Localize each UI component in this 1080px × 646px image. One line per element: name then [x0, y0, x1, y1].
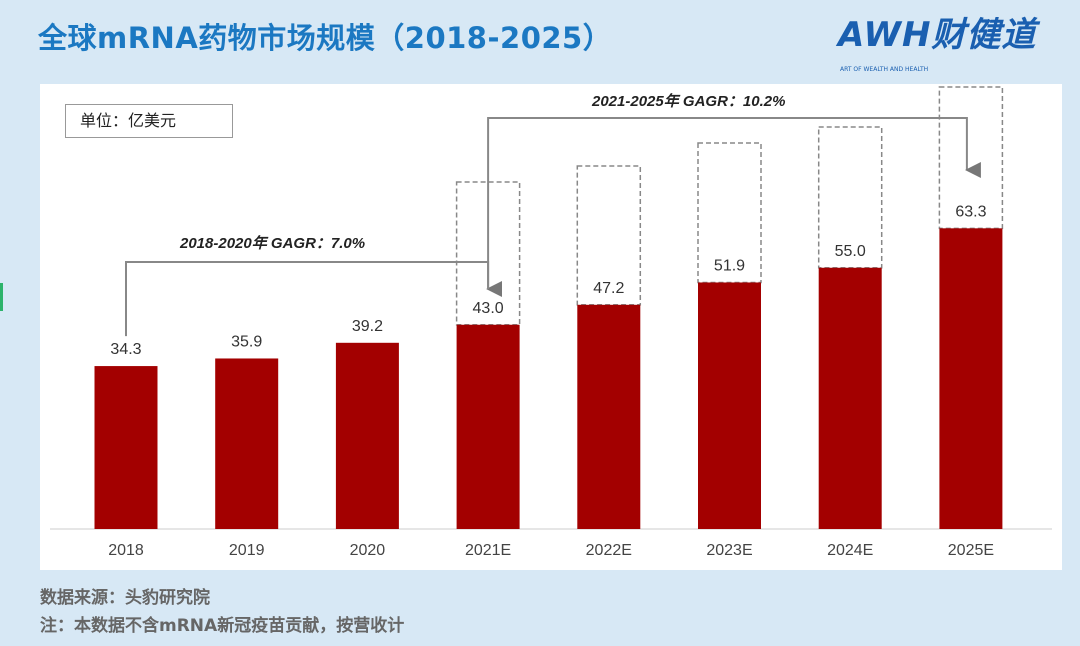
bar-2022E — [577, 304, 641, 529]
footnote: 注：本数据不含mRNA新冠疫苗贡献，按营收计 — [40, 616, 405, 636]
brand-logo: AWH财健道 ART OF WEALTH AND HEALTH — [838, 14, 1068, 80]
bar-chart: 34.3 2018 35.9 2019 39.2 2020 43.0 2021E 47.2 202… — [50, 86, 1052, 559]
x-tick-label: 2025E — [948, 542, 994, 559]
x-tick-label: 2024E — [827, 542, 873, 559]
source-note: 数据来源：头豹研究院 — [40, 588, 210, 608]
unit-label: 单位：亿美元 — [65, 104, 233, 138]
data-label: 35.9 — [231, 333, 262, 350]
logo-text: AWH财健道 — [838, 15, 1037, 55]
bar-2025E — [939, 228, 1003, 529]
data-label: 39.2 — [352, 318, 383, 335]
chart-panel: 34.3 2018 35.9 2019 39.2 2020 43.0 2021E 47.2 202… — [40, 84, 1062, 570]
bar-2020 — [335, 342, 399, 529]
x-tick-label: 2020 — [350, 542, 386, 559]
x-tick-label: 2018 — [108, 542, 144, 559]
bar-2023E — [698, 282, 761, 529]
projection-box — [576, 165, 642, 306]
bar-2019 — [215, 358, 279, 529]
cagr-label-2018-2020: 2018-2020年 GAGR：7.0% — [179, 234, 365, 252]
data-label: 55.0 — [835, 243, 866, 260]
cagr-arrow-2018-2020 — [125, 261, 503, 337]
data-label: 63.3 — [955, 203, 986, 220]
logo-tagline: ART OF WEALTH AND HEALTH — [840, 66, 929, 73]
x-tick-label: 2019 — [229, 542, 265, 559]
edge-marker — [0, 283, 3, 311]
bar-2021E — [456, 324, 520, 529]
projection-box — [455, 181, 521, 326]
data-label: 43.0 — [473, 300, 504, 317]
x-tick-label: 2022E — [586, 542, 632, 559]
data-label: 51.9 — [714, 257, 745, 274]
bar-2018 — [94, 366, 158, 529]
bar-2024E — [818, 267, 882, 529]
cagr-label-2021-2025: 2021-2025年 GAGR：10.2% — [591, 92, 785, 110]
x-tick-label: 2021E — [465, 542, 511, 559]
data-label: 47.2 — [593, 280, 624, 297]
page-title: 全球mRNA药物市场规模（2018-2025） — [38, 21, 613, 55]
cagr-arrow-2021-2025 — [487, 117, 981, 289]
x-tick-label: 2023E — [706, 542, 752, 559]
data-label: 34.3 — [110, 341, 141, 358]
